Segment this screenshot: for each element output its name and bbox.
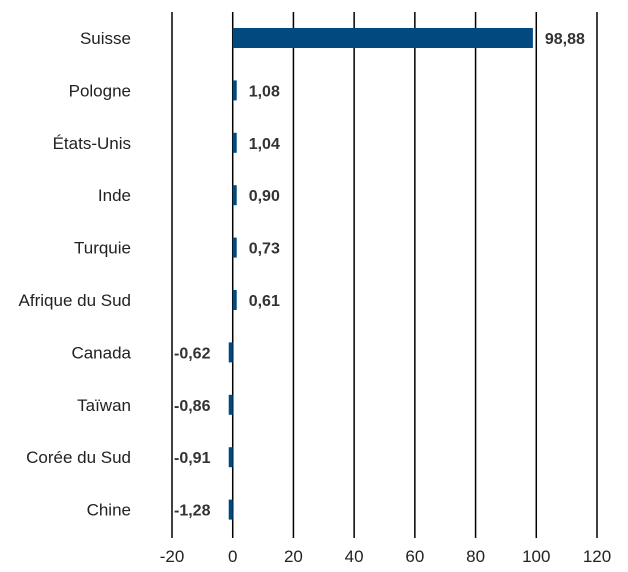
- x-tick-label: 20: [284, 547, 303, 566]
- bar: [232, 28, 533, 48]
- bar: [228, 342, 233, 363]
- x-tick-label: 0: [228, 547, 237, 566]
- bar: [232, 237, 237, 258]
- value-label: 0,90: [249, 188, 280, 205]
- category-label: Taïwan: [77, 396, 131, 415]
- value-label: 1,04: [249, 136, 280, 153]
- value-label: 1,08: [249, 83, 280, 100]
- category-label: Suisse: [80, 29, 131, 48]
- value-label: -0,86: [174, 398, 211, 415]
- x-tick-label: 80: [466, 547, 485, 566]
- x-tick-label: 60: [405, 547, 424, 566]
- x-tick-label: 100: [522, 547, 550, 566]
- value-label: 0,61: [249, 293, 280, 310]
- x-tick-label: 120: [583, 547, 611, 566]
- bar: [232, 290, 237, 310]
- category-label: Pologne: [69, 81, 131, 100]
- value-label: 98,88: [545, 31, 585, 48]
- label-layer: -20 0 20 40 60 80 100 120 Suisse 98,88 Pologne 1,08…: [19, 29, 612, 566]
- bar: [228, 499, 233, 520]
- category-label: Afrique du Sud: [19, 291, 131, 310]
- value-label: 0,73: [249, 241, 280, 258]
- x-tick-label: 40: [345, 547, 364, 566]
- bar: [232, 132, 237, 153]
- bar: [232, 185, 237, 206]
- value-label: -0,91: [174, 450, 211, 467]
- x-tick-label: -20: [160, 547, 185, 566]
- category-label: Turquie: [74, 239, 131, 258]
- category-label: Corée du Sud: [26, 448, 131, 467]
- bar: [228, 447, 233, 468]
- category-label: Canada: [71, 343, 131, 362]
- category-label: Inde: [98, 186, 131, 205]
- category-label: Chine: [87, 501, 131, 520]
- category-label: États-Unis: [53, 134, 131, 153]
- bar: [228, 394, 233, 415]
- bar: [232, 80, 237, 101]
- value-label: -0,62: [174, 345, 211, 362]
- value-label: -1,28: [174, 503, 211, 520]
- bar-layer: [228, 28, 533, 520]
